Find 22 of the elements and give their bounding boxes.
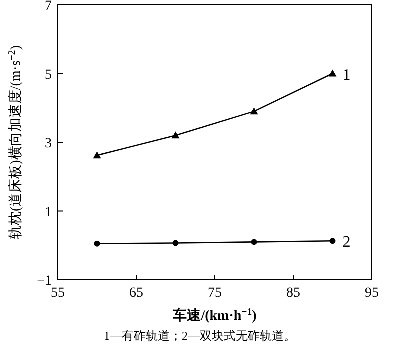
point xyxy=(330,238,336,244)
y-tick-label: 5 xyxy=(45,68,52,83)
x-axis-title: 车速/(km·h$^{−1}$) xyxy=(172,306,258,324)
y-tick-label: −1 xyxy=(37,274,52,289)
x-tick-label: 55 xyxy=(51,286,65,301)
point xyxy=(250,108,258,115)
x-tick-label: 85 xyxy=(286,286,300,301)
text: 1—有砟轨道；2—双块式无砟轨道。 xyxy=(104,329,296,343)
point xyxy=(328,70,337,77)
point xyxy=(93,152,102,159)
series-label: 1 xyxy=(342,66,351,84)
series-label: 2 xyxy=(342,234,351,252)
y-tick-label: 1 xyxy=(45,205,52,220)
x-tick-label: 95 xyxy=(365,286,379,301)
y-tick-label: 3 xyxy=(45,136,52,152)
point xyxy=(172,240,179,246)
x-tick-label: 65 xyxy=(130,286,144,301)
x-tick-label: 75 xyxy=(208,286,222,301)
y-tick-label: 7 xyxy=(45,0,52,14)
point xyxy=(172,132,180,139)
point xyxy=(251,239,258,246)
point xyxy=(94,240,100,247)
